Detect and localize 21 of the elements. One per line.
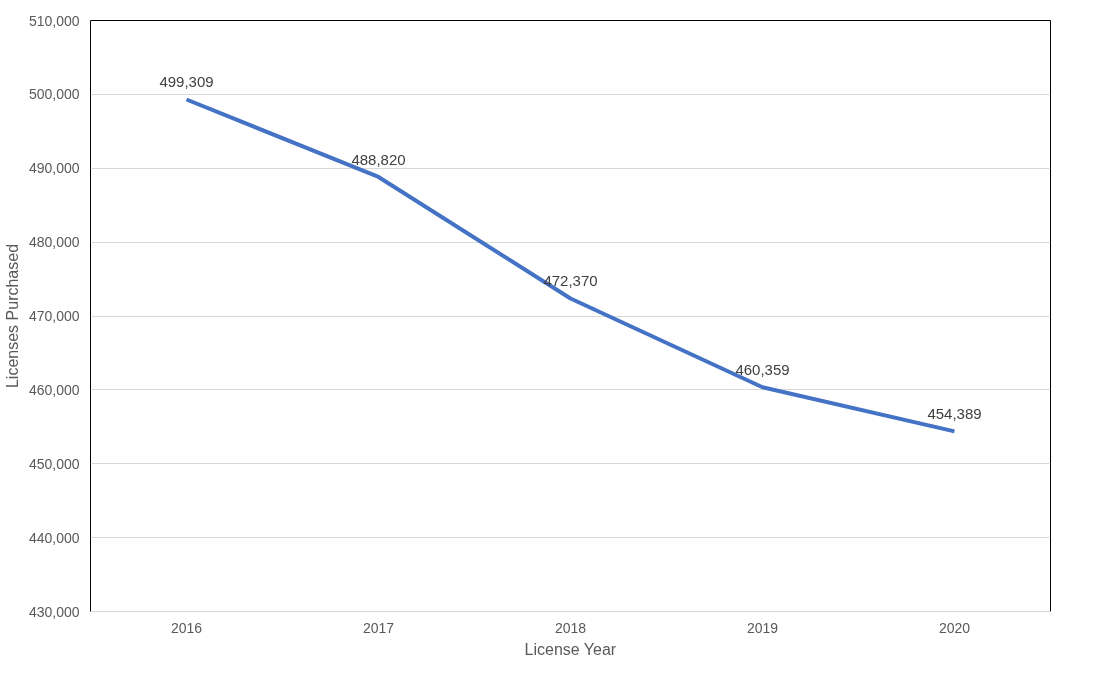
y-tick-label: 460,000: [28, 381, 80, 398]
x-tick-label: 2016: [170, 619, 203, 636]
x-tick-label: 2020: [938, 619, 971, 636]
data-label: 472,370: [543, 272, 598, 290]
y-tick-label: 470,000: [28, 308, 80, 324]
y-tick-label: 480,000: [28, 234, 80, 251]
x-tick-label: 2017: [362, 619, 395, 636]
data-label: 454,389: [927, 405, 982, 423]
data-label: 499,309: [159, 73, 214, 91]
y-tick-label: 430,000: [28, 603, 80, 620]
y-axis-title: Licenses Purchased: [3, 243, 21, 389]
y-tick-label: 500,000: [28, 86, 80, 103]
x-axis-title: License Year: [524, 640, 617, 658]
x-tick-label: 2018: [554, 619, 587, 636]
y-tick-label: 510,000: [28, 12, 80, 29]
data-label: 460,359: [735, 361, 790, 379]
y-tick-label: 490,000: [28, 160, 80, 177]
data-label: 488,820: [351, 150, 406, 168]
y-tick-label: 440,000: [28, 529, 80, 546]
y-tick-label: 450,000: [28, 455, 80, 472]
x-tick-label: 2019: [746, 619, 779, 636]
